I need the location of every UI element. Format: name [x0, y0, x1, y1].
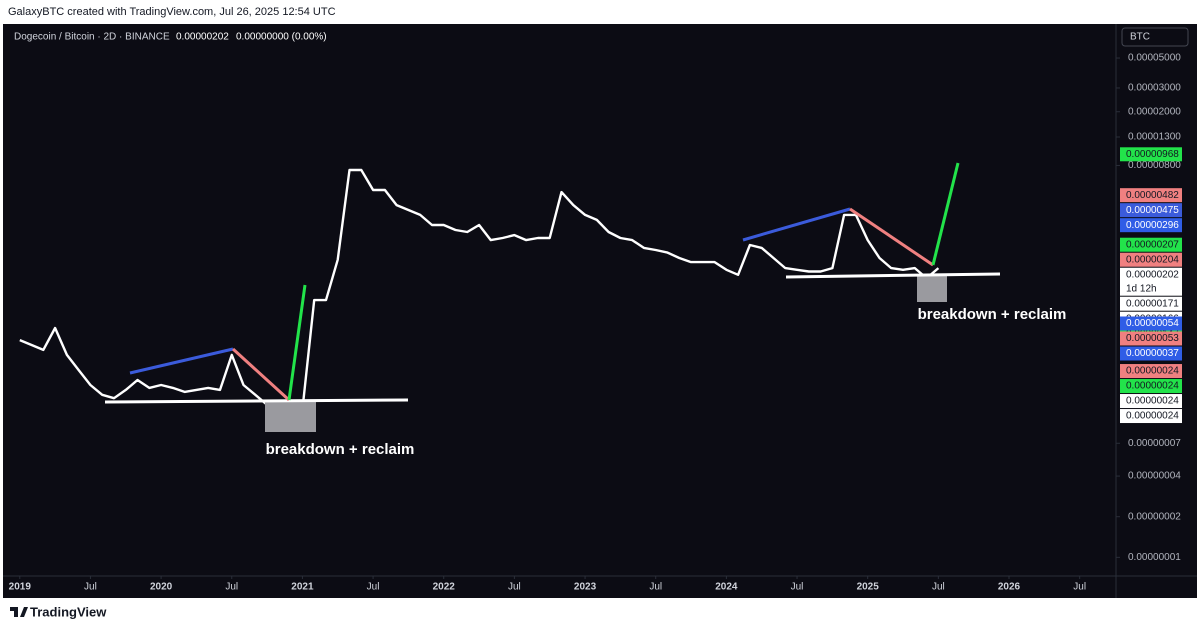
- trend-line: [129, 347, 234, 375]
- price-badge: [1120, 364, 1182, 379]
- annotation: breakdown + reclaim: [266, 441, 415, 458]
- price-badge-label: 0.00000202: [1126, 269, 1179, 280]
- x-tick-label: 2026: [998, 582, 1021, 593]
- price-badge: [1120, 379, 1182, 394]
- credit: GalaxyBTC created with TradingView.com, …: [8, 6, 336, 18]
- currency-button[interactable]: [1121, 27, 1189, 47]
- x-tick-label: 2025: [857, 582, 880, 593]
- currency[interactable]: BTC: [1130, 32, 1150, 43]
- price-badge-label: 0.00000024: [1126, 381, 1179, 392]
- footer: [0, 598, 1200, 629]
- y-tick-label: 0.00000004: [1128, 471, 1181, 482]
- x-tick-label: Jul: [508, 582, 521, 593]
- price-badge: [1120, 346, 1182, 361]
- x-tick-label: 2023: [574, 582, 597, 593]
- price-badge: [1120, 252, 1182, 267]
- y-tick-label: 0.00003000: [1128, 83, 1181, 94]
- chart-background: [3, 24, 1197, 598]
- change: 0.00000000 (0.00%): [236, 32, 327, 43]
- price-badge-label: 0.00000054: [1126, 318, 1179, 329]
- countdown: 1d 12h: [1126, 283, 1157, 294]
- x-tick-label: Jul: [367, 582, 380, 593]
- price-badge-label: 0.00000296: [1126, 220, 1179, 231]
- price-badge-label: 0.00000037: [1126, 348, 1179, 359]
- price-badge: [1120, 409, 1182, 424]
- price: 0.00000202: [176, 32, 229, 43]
- x-tick-label: Jul: [649, 582, 662, 593]
- trend-line: [931, 162, 960, 266]
- x-tick-label: Jul: [1073, 582, 1086, 593]
- x-tick-label: Jul: [932, 582, 945, 593]
- price-badge-label: 0.00000207: [1126, 239, 1179, 250]
- x-tick-label: 2022: [433, 582, 456, 593]
- price-badge-label: 0.00000053: [1126, 333, 1179, 344]
- y-tick-label: 0.00000002: [1128, 511, 1181, 522]
- price-badge-label: 0.00000024: [1126, 396, 1179, 407]
- trend-line: [742, 207, 851, 242]
- price-badge-label: 0.00000204: [1126, 254, 1179, 265]
- price-badge-label: 0.00000482: [1126, 190, 1179, 201]
- y-tick-label: 0.00005000: [1128, 53, 1181, 64]
- price-scale: 2019 Jul 2020 Jul 2021 Jul 2022 Jul 2023 Jul 2024 J…: [9, 53, 1182, 593]
- price-badge: [1120, 237, 1182, 252]
- price-badge: [1120, 267, 1182, 296]
- x-tick-label: 2020: [150, 582, 173, 593]
- price-badge-label: 0.00000024: [1126, 411, 1179, 422]
- price-badge: [1120, 218, 1182, 233]
- support-line: [104, 398, 409, 404]
- highlight-box: [917, 275, 947, 302]
- y-tick-label: 0.00001300: [1128, 132, 1181, 143]
- price-badge-label: 0.00000024: [1126, 366, 1179, 377]
- trend-line: [287, 284, 307, 401]
- price-badge-label: 0.00000968: [1126, 149, 1179, 160]
- y-tick-label: 0.00000007: [1128, 438, 1181, 449]
- y-tick-label: 0.00000001: [1128, 552, 1181, 563]
- price-badge-label: 0.00000475: [1126, 205, 1179, 216]
- x-tick-label: Jul: [791, 582, 804, 593]
- x-tick-label: 2021: [291, 582, 314, 593]
- highlight-box: [265, 400, 316, 432]
- price-badge: [1120, 296, 1182, 311]
- y-tick-label: 0.00002000: [1128, 106, 1181, 117]
- trend-line: [849, 207, 934, 267]
- brand: TradingView: [30, 604, 107, 619]
- price-badge: [1120, 331, 1182, 346]
- price-badge: [1120, 188, 1182, 203]
- price-badge: [1120, 394, 1182, 409]
- drawings: breakdown + reclaim breakdown + reclaim: [104, 162, 1067, 458]
- y-tick-label: 0.00000800: [1128, 160, 1181, 171]
- logo: [10, 607, 28, 617]
- x-tick-label: Jul: [225, 582, 238, 593]
- trend-line: [231, 347, 291, 402]
- price-badge: [1120, 203, 1182, 218]
- x-tick-label: Jul: [84, 582, 97, 593]
- symbol: Dogecoin / Bitcoin · 2D · BINANCE: [14, 32, 170, 43]
- x-tick-label: 2024: [715, 582, 738, 593]
- price-badge: [1120, 147, 1182, 162]
- support-line: [785, 272, 1001, 279]
- plot: [19, 168, 940, 422]
- price-badge: [1120, 316, 1182, 331]
- x-tick-label: 2019: [9, 582, 32, 593]
- annotation: breakdown + reclaim: [918, 306, 1067, 323]
- price-line: [19, 168, 940, 422]
- price-badge-label: 0.00000171: [1126, 298, 1179, 309]
